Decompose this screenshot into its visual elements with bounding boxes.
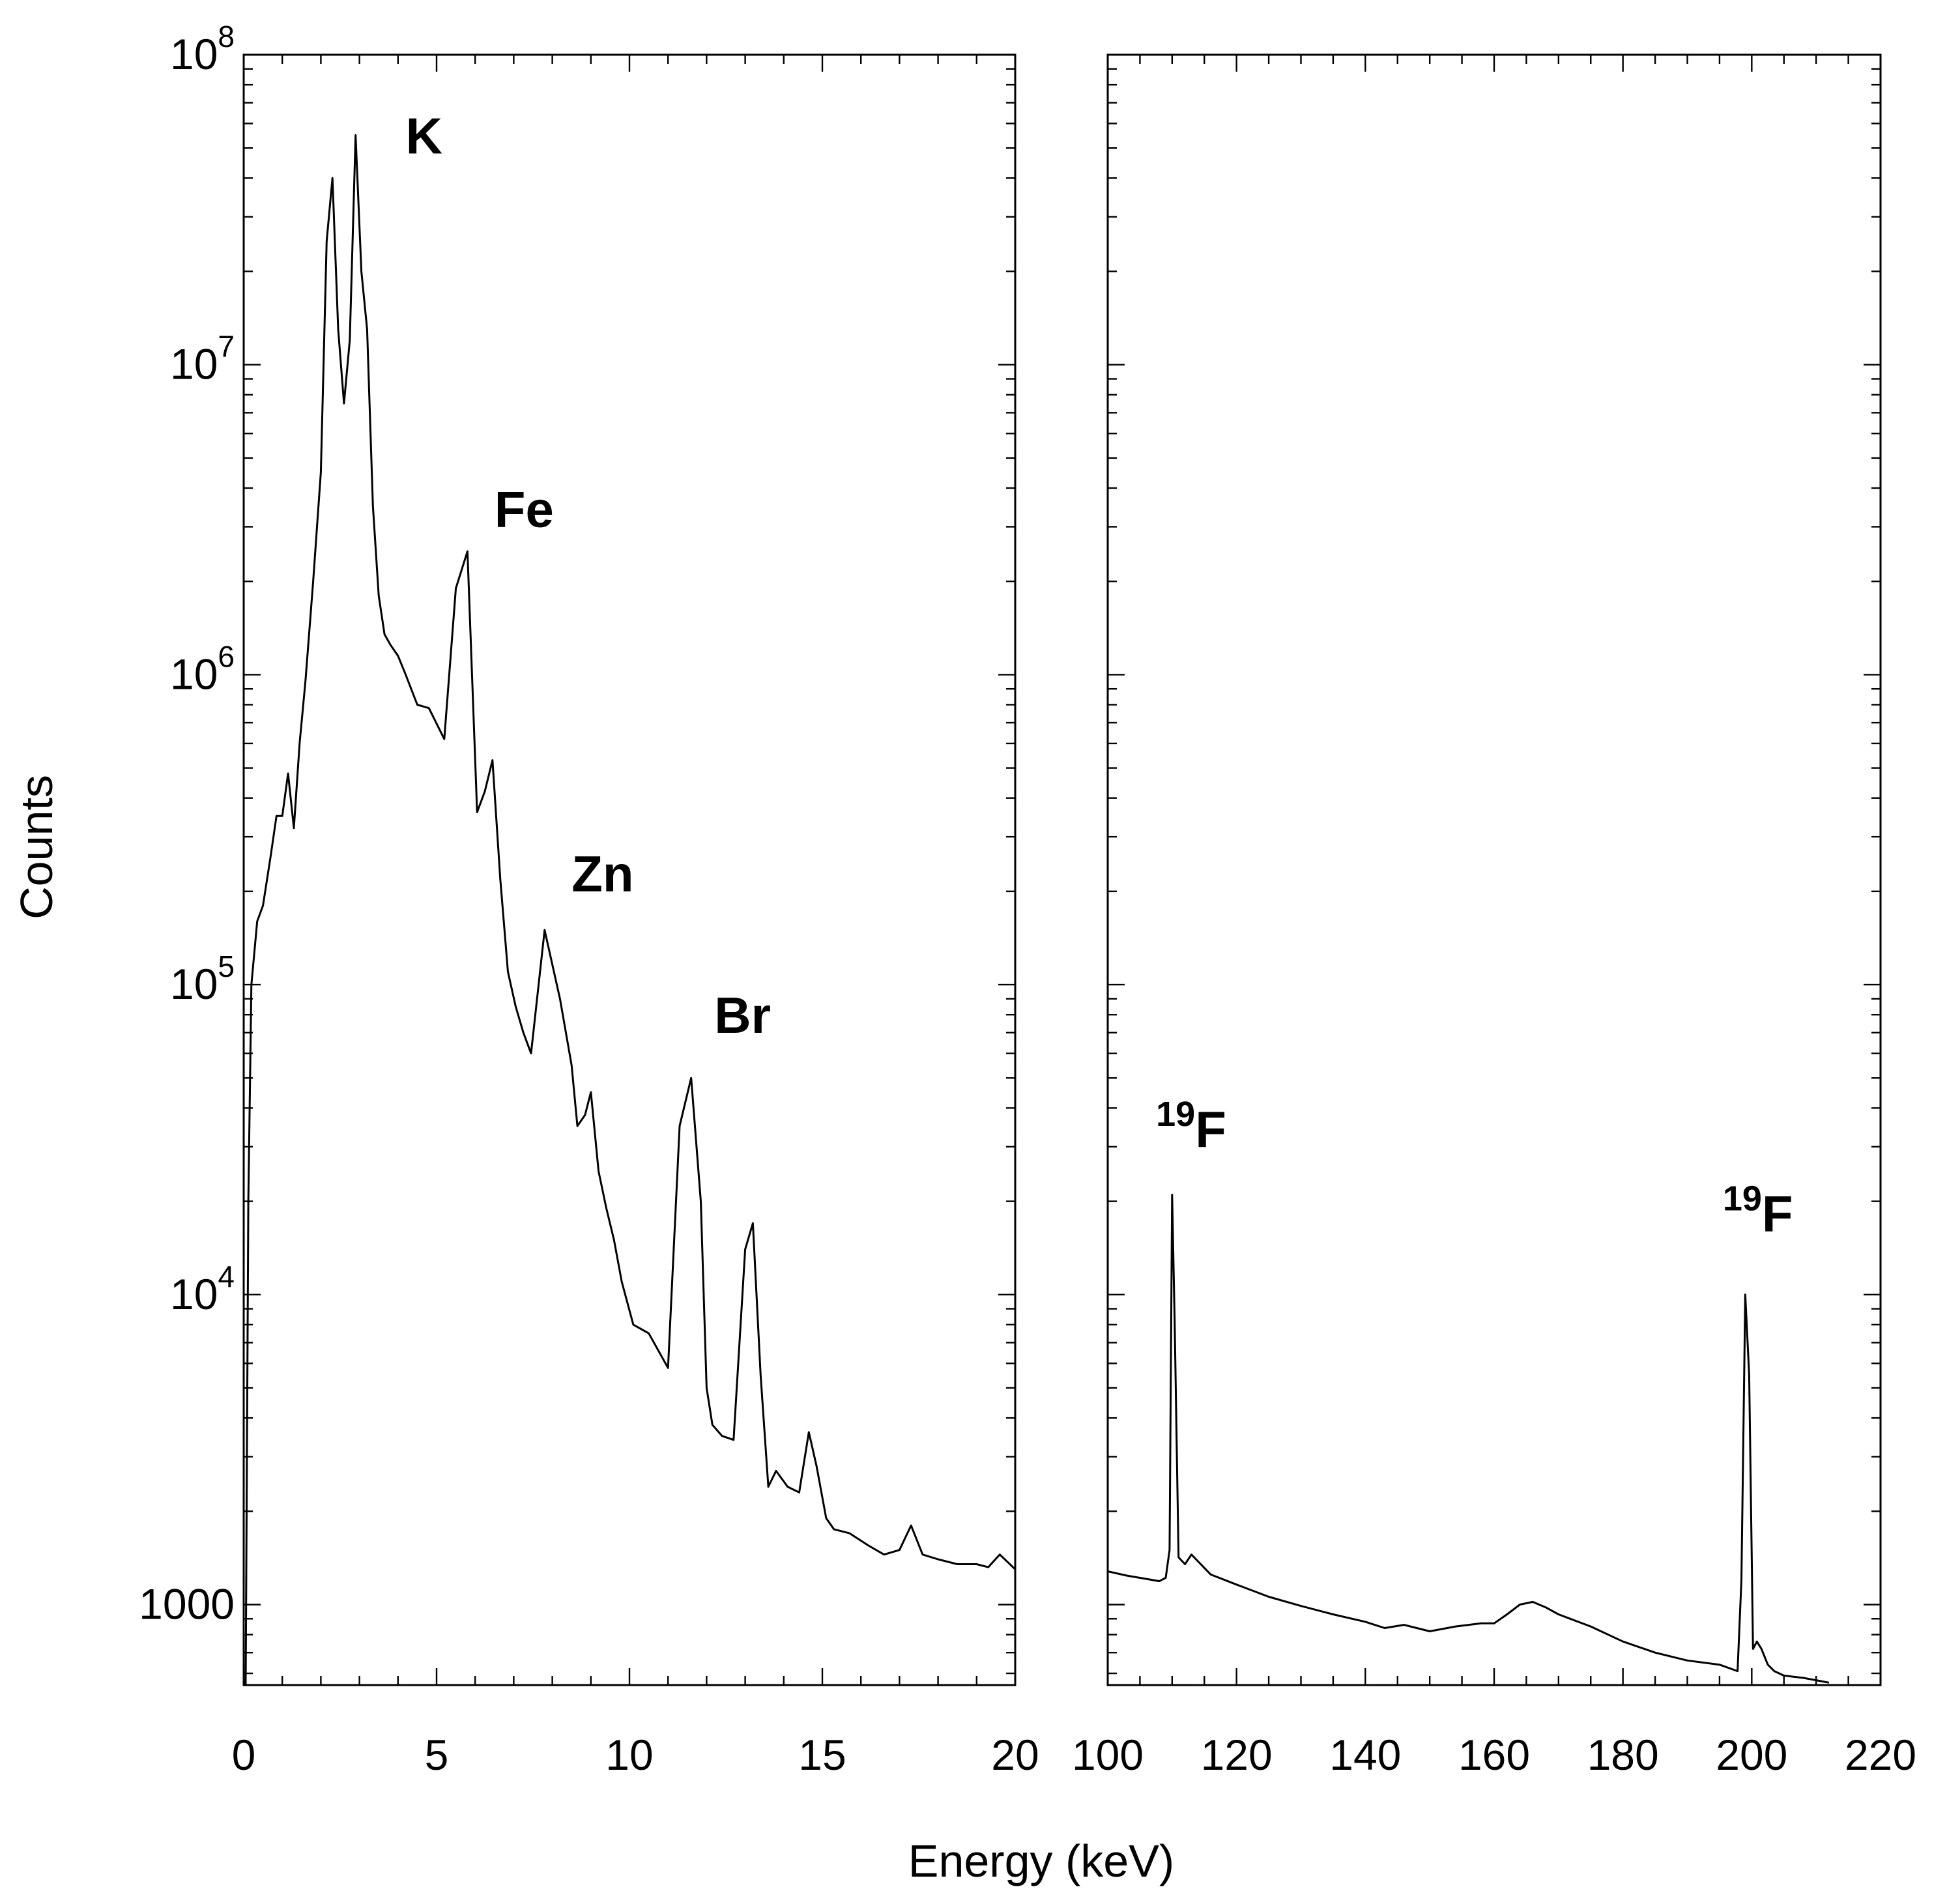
peak-label-zn: Zn [571, 845, 633, 902]
y-tick-label-base: 10 [170, 30, 218, 78]
y-tick-label: 106 [170, 639, 235, 698]
y-tick-label-exponent: 8 [218, 20, 235, 53]
peak-label-symbol: F [1195, 1101, 1226, 1158]
series-line-spectrum-high [1107, 1194, 1830, 1684]
x-tick-label: 0 [232, 1731, 256, 1779]
peak-label-k: K [406, 108, 442, 165]
tick-labels: 0 5 10 15 20 100 120 140 160 180 200 22010001041051… [139, 20, 1916, 1779]
x-tick-label: 220 [1845, 1731, 1916, 1779]
y-tick-label-base: 10 [170, 340, 218, 388]
y-tick-label: 108 [170, 20, 235, 78]
x-tick-label: 140 [1329, 1731, 1401, 1779]
plot-frames [242, 53, 1882, 1686]
series-lines [244, 134, 1830, 1686]
x-axis-title: Energy (keV) [908, 1836, 1174, 1886]
y-tick-label-exponent: 7 [218, 330, 235, 364]
x-tick-label: 200 [1716, 1731, 1787, 1779]
y-tick-label-base: 10 [170, 650, 218, 698]
peak-label-f: 19F [1723, 1179, 1793, 1243]
x-tick-label: 160 [1458, 1731, 1530, 1779]
peak-label-f: 19F [1156, 1095, 1226, 1158]
x-tick-label: 20 [991, 1731, 1039, 1779]
peak-label-symbol: F [1762, 1185, 1793, 1243]
y-tick-label-exponent: 6 [218, 639, 235, 673]
peak-label-br: Br [714, 987, 771, 1044]
x-tick-label: 5 [425, 1731, 449, 1779]
x-tick-label: 100 [1072, 1731, 1144, 1779]
y-tick-label-exponent: 5 [218, 949, 235, 983]
y-tick-label-exponent: 4 [218, 1260, 235, 1293]
y-tick-label: 1000 [139, 1579, 235, 1628]
peak-label-superscript: 19 [1723, 1179, 1762, 1219]
y-tick-label: 105 [170, 949, 235, 1008]
peak-label-superscript: 19 [1156, 1095, 1195, 1134]
x-tick-label: 15 [798, 1731, 846, 1779]
y-tick-label: 107 [170, 330, 235, 388]
x-tick-label: 180 [1587, 1731, 1659, 1779]
y-tick-label: 104 [170, 1260, 235, 1318]
series-line-spectrum-low [244, 134, 1017, 1686]
x-tick-label: 10 [605, 1731, 653, 1779]
y-tick-label-base: 10 [170, 1270, 218, 1318]
axis-ticks [242, 53, 1882, 1685]
peak-label-fe: Fe [495, 480, 554, 538]
y-tick-label-base: 10 [170, 960, 218, 1008]
plot-frame-high-energy [1106, 53, 1882, 1686]
y-axis-title: Counts [11, 775, 62, 919]
x-tick-label: 120 [1201, 1731, 1273, 1779]
